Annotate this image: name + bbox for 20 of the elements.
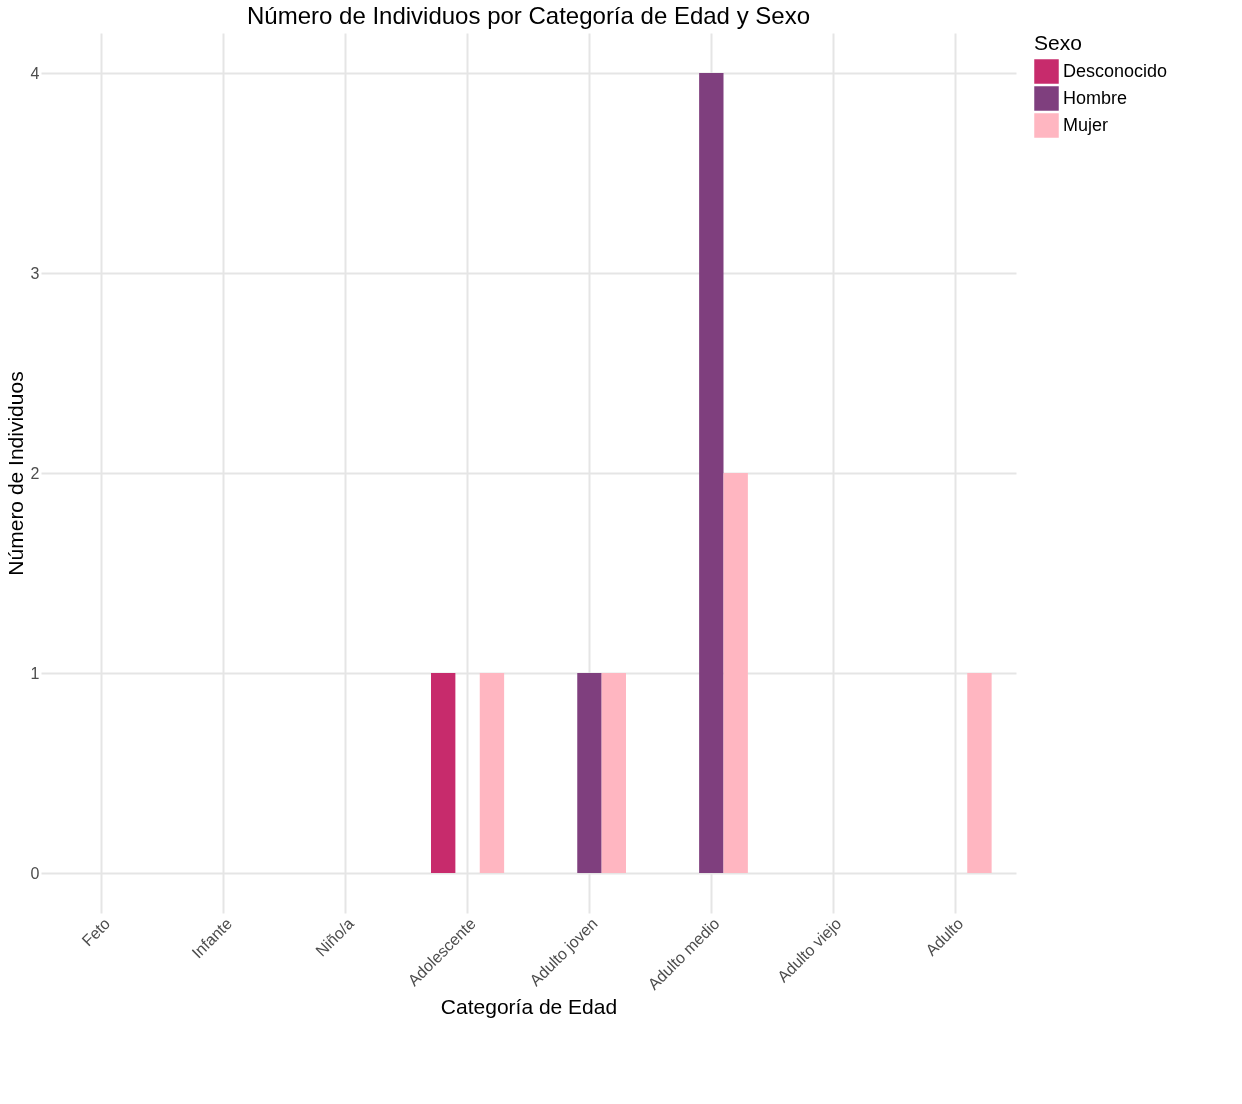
bar — [577, 673, 602, 873]
bar — [967, 673, 992, 873]
x-axis-title: Categoría de Edad — [440, 994, 618, 1018]
bar — [601, 673, 626, 873]
x-tick-label: Feto — [78, 914, 114, 950]
y-tick-label: 3 — [30, 264, 40, 282]
bar — [723, 473, 748, 873]
legend-label: Mujer — [1063, 114, 1109, 135]
chart-title: Número de Individuos por Categoría de Edad y Sexo — [246, 2, 811, 29]
y-axis-title: Número de Individuos — [3, 371, 27, 576]
bar — [431, 673, 456, 873]
bar — [479, 673, 505, 873]
y-tick-label: 4 — [30, 64, 40, 82]
y-tick-label: 0 — [30, 864, 40, 882]
y-tick-label: 1 — [30, 664, 40, 682]
bar — [699, 73, 724, 873]
legend-label: Hombre — [1063, 87, 1128, 108]
legend-label: Desconocido — [1063, 60, 1168, 81]
y-tick-label: 2 — [30, 464, 40, 482]
legend-title: Sexo — [1034, 31, 1082, 54]
